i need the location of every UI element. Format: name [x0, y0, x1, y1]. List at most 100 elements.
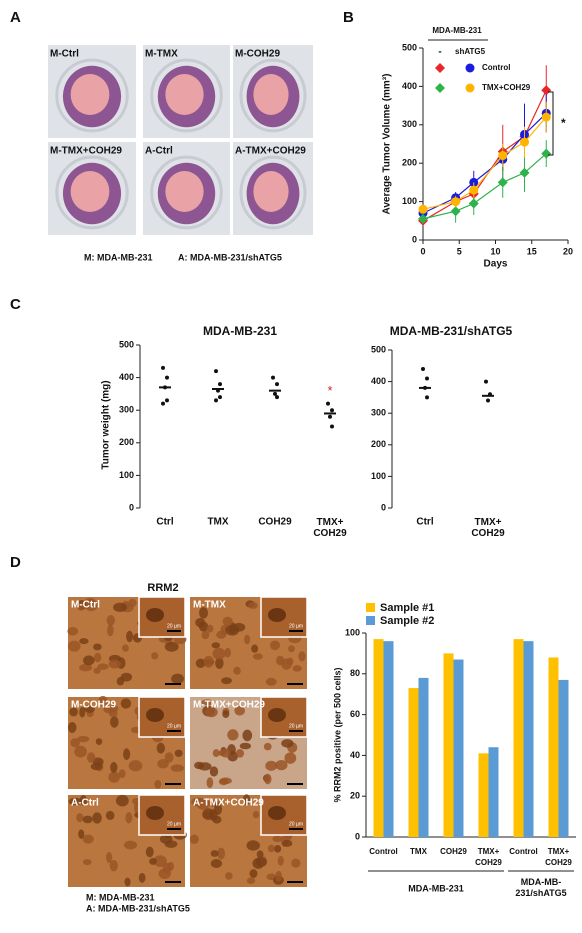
data-point: [218, 382, 222, 387]
x-tick-label: TMX: [410, 847, 428, 856]
legend-marker: [465, 63, 475, 73]
cell: [252, 810, 260, 819]
text-line: 231/shATG5: [515, 888, 566, 898]
cell: [264, 773, 272, 785]
cell: [215, 657, 224, 669]
series-line: [422, 153, 547, 220]
data-point: [541, 148, 552, 159]
tissue-outline: [150, 155, 223, 230]
image-label: M-TMX+COH29: [193, 700, 265, 711]
tissue-core: [70, 74, 110, 115]
scale-label: 20 µm: [289, 821, 303, 827]
cell: [212, 749, 220, 758]
cell: [235, 748, 245, 758]
scale-label: 20 µm: [167, 723, 181, 729]
data-point: [498, 151, 508, 161]
cell: [121, 644, 129, 652]
cell: [272, 835, 283, 843]
scale-label: 20 µm: [167, 623, 181, 629]
cell: [123, 748, 131, 760]
tissue-core: [253, 171, 289, 212]
cell: [206, 624, 214, 633]
legend-label: Sample #1: [380, 602, 434, 614]
data-point: [486, 398, 490, 403]
cell: [145, 846, 154, 858]
cell: [107, 624, 114, 637]
panel-letter: A: [10, 9, 21, 26]
chart-title: MDA-MB-231: [203, 324, 277, 338]
cell: [67, 626, 79, 636]
legend-column: shATG5: [455, 47, 486, 56]
x-tick-label: TMX+ COH29: [475, 847, 502, 867]
cell: [151, 652, 159, 660]
y-tick-label: 20: [350, 791, 360, 801]
x-tick-label: Control: [509, 847, 537, 856]
cell: [156, 742, 166, 754]
data-point: [271, 375, 275, 380]
x-tick-label: 10: [490, 246, 500, 256]
cell: [84, 597, 96, 605]
cell: [79, 706, 86, 718]
y-tick-label: 300: [371, 408, 386, 418]
data-point: [541, 85, 552, 96]
bar: [513, 639, 524, 837]
cell: [157, 758, 169, 769]
cell: [128, 760, 143, 772]
cell: [82, 834, 94, 844]
y-tick-label: 500: [119, 339, 134, 349]
cell: [201, 630, 210, 640]
cell: [284, 752, 297, 764]
scale-label: 20 µm: [289, 723, 303, 729]
cell: [292, 665, 302, 672]
cell: [92, 757, 104, 766]
y-tick-label: 300: [402, 119, 417, 129]
cell: [67, 640, 81, 652]
legend-marker: [435, 83, 445, 93]
y-tick-label: 400: [371, 376, 386, 386]
cell: [69, 707, 78, 717]
image-label: M-Ctrl: [50, 49, 79, 60]
cell: [103, 706, 115, 714]
bar: [443, 653, 454, 837]
inset-cell: [268, 708, 286, 722]
annotation: *: [327, 383, 332, 398]
text-line: COH29: [313, 528, 347, 539]
cell: [196, 798, 210, 810]
cell: [67, 722, 77, 734]
y-tick-label: 100: [119, 470, 134, 480]
legend-column: -: [438, 47, 441, 58]
cell: [251, 644, 259, 653]
y-axis-label: Tumor weight (mg): [101, 380, 112, 469]
cell: [110, 716, 119, 728]
annotation: *: [561, 116, 566, 130]
cell: [110, 762, 118, 773]
cell: [242, 794, 251, 806]
data-point: [330, 408, 334, 413]
x-tick-label: COH29: [440, 847, 467, 856]
cell: [246, 840, 260, 851]
cell: [93, 667, 101, 674]
data-point: [161, 365, 165, 370]
y-tick-label: 80: [350, 668, 360, 678]
cell: [206, 777, 214, 789]
x-tick-label: 0: [420, 246, 425, 256]
cell: [93, 643, 102, 651]
cell: [248, 601, 258, 609]
cell: [82, 859, 92, 866]
series-line: [422, 89, 547, 222]
cell: [84, 704, 95, 713]
series-line: [422, 112, 547, 214]
cell: [222, 710, 230, 718]
cell: [79, 663, 93, 672]
cell: [86, 752, 96, 764]
image-label: M-COH29: [235, 49, 280, 60]
cell: [255, 857, 267, 867]
cell: [291, 858, 301, 868]
bar: [408, 688, 419, 837]
inset-cell: [146, 806, 164, 820]
bar: [418, 677, 429, 837]
inset-cell: [268, 608, 286, 622]
cell: [281, 739, 294, 748]
cell: [265, 760, 278, 771]
cell: [298, 651, 306, 662]
